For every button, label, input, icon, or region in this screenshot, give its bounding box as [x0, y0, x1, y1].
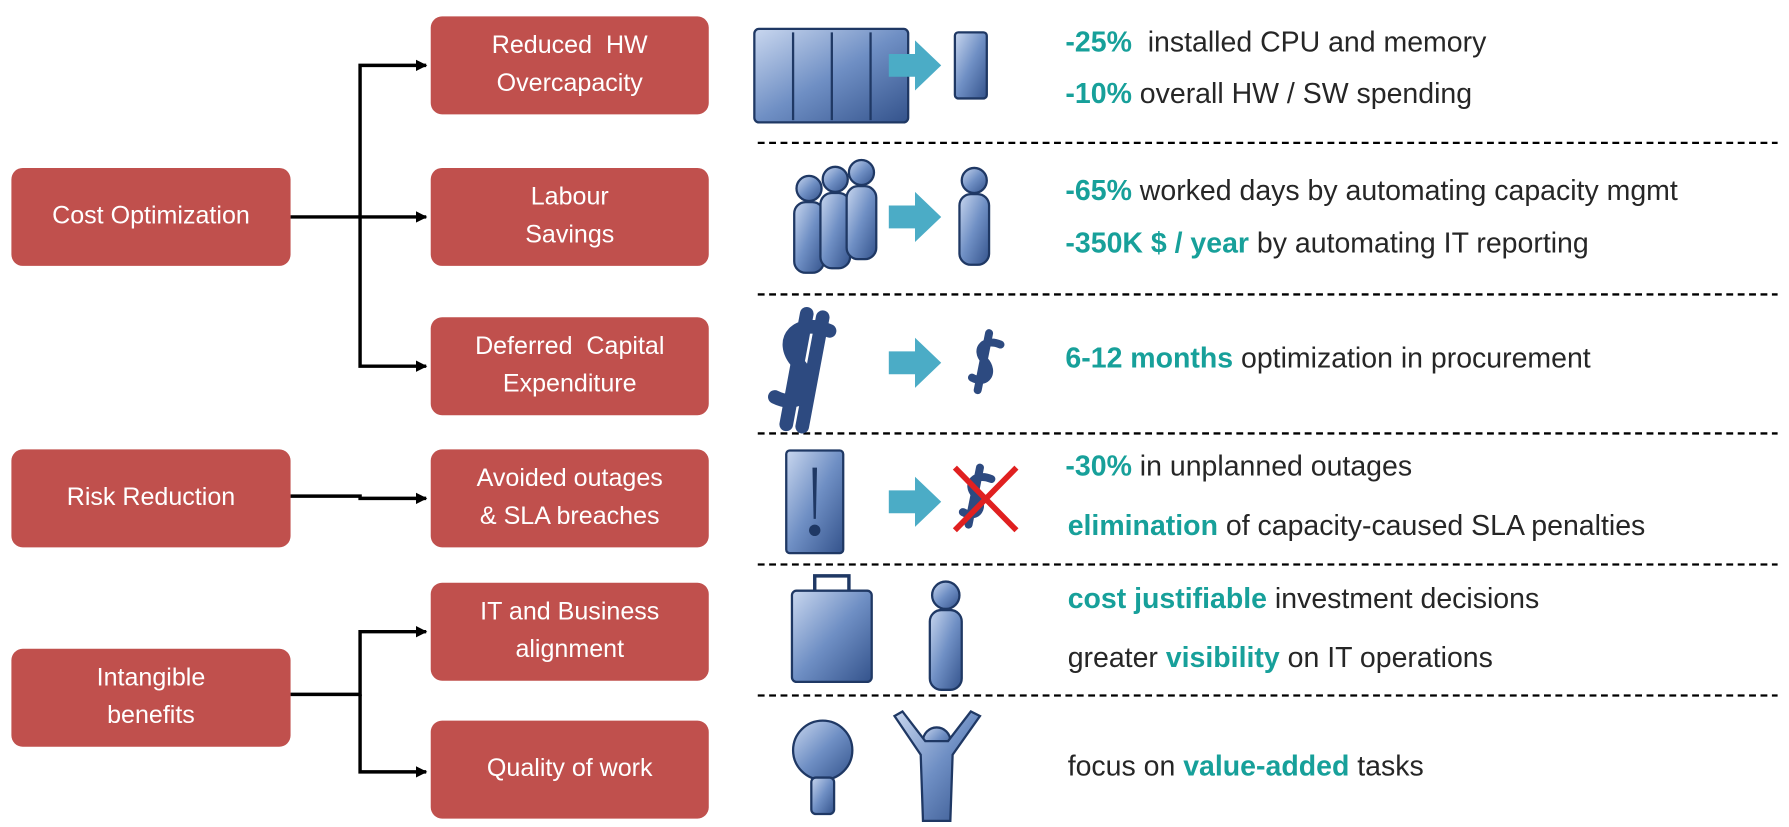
benefit-box-label: IT and Business — [480, 598, 659, 626]
person-icon — [959, 168, 989, 265]
result-text: installed CPU and memory — [1132, 26, 1487, 58]
category-box: Risk Reduction — [11, 449, 290, 547]
category-box: Cost Optimization — [11, 168, 290, 266]
benefit-box: Avoided outages & SLA breaches — [431, 449, 709, 547]
cheer-icon — [895, 711, 980, 820]
benefit-box: Quality of work — [431, 721, 709, 819]
result-text: on IT operations — [1280, 642, 1493, 674]
category-box-label: Risk Reduction — [67, 483, 235, 511]
bulb-icon — [793, 721, 852, 814]
benefit-box: Labour Savings — [431, 168, 709, 266]
result-highlight: value-added — [1183, 750, 1349, 782]
result-text: overall HW / SW spending — [1132, 78, 1472, 110]
benefit-box-label: Deferred Capital — [475, 332, 664, 360]
result-line: -10% overall HW / SW spending — [1065, 78, 1472, 110]
result-text: optimization in procurement — [1233, 342, 1591, 374]
result-line: -65% worked days by automating capacity … — [1065, 174, 1677, 206]
result-text: tasks — [1349, 750, 1423, 782]
diagram: Cost Optimization Risk Reduction Intangibl… — [0, 0, 1789, 827]
result-text: of capacity-caused SLA penalties — [1218, 509, 1645, 541]
icon-detail — [809, 525, 820, 536]
category-box-label: Intangible — [97, 664, 206, 692]
result-text: worked days by automating capacity mgmt — [1132, 174, 1678, 206]
result-line: cost justifiable investment decisions — [1068, 582, 1540, 614]
result-text: in unplanned outages — [1132, 450, 1412, 482]
benefit-box-label: & SLA breaches — [480, 502, 660, 530]
result-text: investment decisions — [1267, 582, 1539, 614]
benefit-box-label: Reduced HW — [492, 31, 648, 59]
benefit-box-label: Labour — [531, 183, 609, 211]
icon-detail — [815, 576, 849, 591]
result-highlight: elimination — [1068, 509, 1218, 541]
benefit-box: IT and Business alignment — [431, 583, 709, 681]
connector — [291, 496, 427, 498]
arrow-icon — [889, 338, 941, 388]
result-highlight: -350K $ / year — [1065, 227, 1249, 259]
result-line: greater visibility on IT operations — [1068, 642, 1493, 674]
dollar-icon — [775, 314, 830, 427]
benefit-box-label: Quality of work — [487, 754, 653, 782]
result-line: -30% in unplanned outages — [1065, 450, 1412, 482]
benefit-box-label: alignment — [515, 635, 624, 663]
result-line: -350K $ / year by automating IT reportin… — [1065, 227, 1588, 259]
result-highlight: -10% — [1065, 78, 1131, 110]
category-box: Intangible benefits — [11, 649, 290, 747]
result-highlight: cost justifiable — [1068, 582, 1267, 614]
benefit-box-label: Avoided outages — [477, 464, 663, 492]
icons — [754, 29, 1016, 821]
result-highlight: visibility — [1166, 642, 1280, 674]
arrow-icon — [889, 192, 941, 242]
briefcase-icon — [792, 591, 872, 682]
arrow-icon — [889, 477, 941, 527]
result-text: by automating IT reporting — [1249, 227, 1589, 259]
server-icon — [955, 32, 987, 98]
connector — [360, 694, 426, 771]
result-line: focus on value-added tasks — [1068, 750, 1424, 782]
benefit-box: Deferred Capital Expenditure — [431, 317, 709, 415]
result-text: focus on — [1068, 750, 1184, 782]
result-highlight: -30% — [1065, 450, 1131, 482]
benefit-box-label: Savings — [525, 220, 614, 248]
benefit-box-label: Expenditure — [503, 370, 637, 398]
people-icon — [794, 160, 876, 273]
benefit-box: Reduced HW Overcapacity — [431, 16, 709, 114]
category-box-label: Cost Optimization — [52, 202, 250, 230]
connector — [360, 65, 426, 217]
person-icon — [930, 582, 962, 690]
result-line: elimination of capacity-caused SLA penal… — [1068, 509, 1646, 541]
result-highlight: 6-12 months — [1065, 342, 1233, 374]
category-box-label: benefits — [107, 701, 195, 729]
result-line: -25% installed CPU and memory — [1065, 26, 1487, 58]
connector — [291, 632, 427, 695]
result-highlight: -25% — [1065, 26, 1131, 58]
benefit-box-label: Overcapacity — [497, 69, 644, 97]
connector — [360, 217, 426, 366]
dollar-icon — [972, 333, 1000, 390]
result-line: 6-12 months optimization in procurement — [1065, 342, 1590, 374]
result-highlight: -65% — [1065, 174, 1131, 206]
connectors — [291, 65, 427, 771]
result-text: greater — [1068, 642, 1166, 674]
